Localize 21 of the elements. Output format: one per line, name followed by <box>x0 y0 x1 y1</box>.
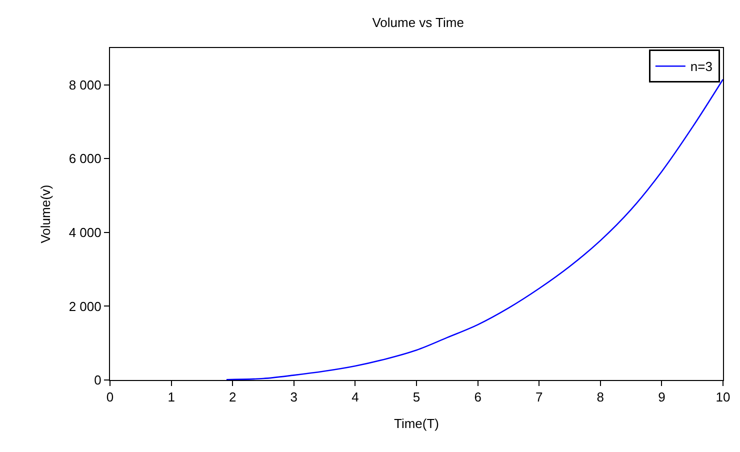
x-tick-label: 0 <box>106 390 114 405</box>
y-tick-label: 6 000 <box>68 151 102 166</box>
x-tick-label: 8 <box>596 390 604 405</box>
x-tick-label: 6 <box>474 390 482 405</box>
y-axis-title: Volume(v) <box>38 184 53 244</box>
x-tick-label: 10 <box>716 390 730 405</box>
y-tick-label: 8 000 <box>68 77 102 92</box>
x-tick-label: 1 <box>168 390 175 405</box>
y-tick-label: 4 000 <box>68 224 102 240</box>
x-tick-label: 4 <box>352 390 359 405</box>
x-tick-label: 7 <box>535 390 543 405</box>
x-axis-title: Time(T) <box>394 416 440 432</box>
x-tick-label: 2 <box>228 390 236 405</box>
chart-title: Volume vs Time <box>372 15 464 30</box>
x-tick-label: 5 <box>412 390 420 405</box>
line-series <box>226 78 723 380</box>
y-tick-label: 0 <box>94 372 102 388</box>
legend-label: n=3 <box>690 59 712 74</box>
x-tick-label: 3 <box>290 390 298 405</box>
x-tick-label: 9 <box>658 390 666 405</box>
y-tick-label: 2 000 <box>68 298 102 314</box>
